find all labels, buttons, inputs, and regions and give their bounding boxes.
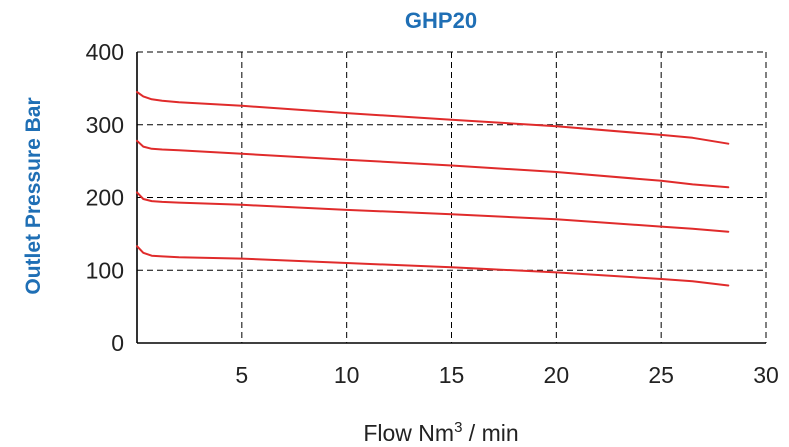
chart-title: GHP20 bbox=[405, 8, 477, 33]
x-tick-label-5: 5 bbox=[235, 362, 248, 388]
x-axis-label: Flow Nm3 / min bbox=[363, 419, 518, 446]
x-tick-label-30: 30 bbox=[753, 362, 779, 388]
x-axis-label-superscript: 3 bbox=[454, 419, 462, 436]
y-tick-label-0: 0 bbox=[111, 330, 124, 356]
x-tick-label-15: 15 bbox=[439, 362, 465, 388]
x-axis-label-main: Flow Nm bbox=[363, 420, 454, 446]
y-tick-label-200: 200 bbox=[86, 185, 124, 211]
x-axis-label-suffix: / min bbox=[462, 420, 518, 446]
series-line-2 bbox=[136, 139, 730, 189]
y-tick-label-400: 400 bbox=[86, 39, 124, 65]
y-axis-label: Outlet Pressure Bar bbox=[22, 97, 45, 294]
x-tick-label-20: 20 bbox=[544, 362, 570, 388]
axes bbox=[136, 52, 766, 344]
gridlines bbox=[137, 51, 767, 343]
series-line-1 bbox=[136, 91, 730, 145]
y-tick-label-300: 300 bbox=[86, 112, 124, 138]
series-line-4 bbox=[136, 245, 730, 287]
y-tick-label-100: 100 bbox=[86, 257, 124, 283]
series-layer bbox=[136, 91, 730, 287]
x-tick-label-10: 10 bbox=[334, 362, 360, 388]
x-tick-label-25: 25 bbox=[648, 362, 674, 388]
series-line-3 bbox=[136, 191, 730, 233]
